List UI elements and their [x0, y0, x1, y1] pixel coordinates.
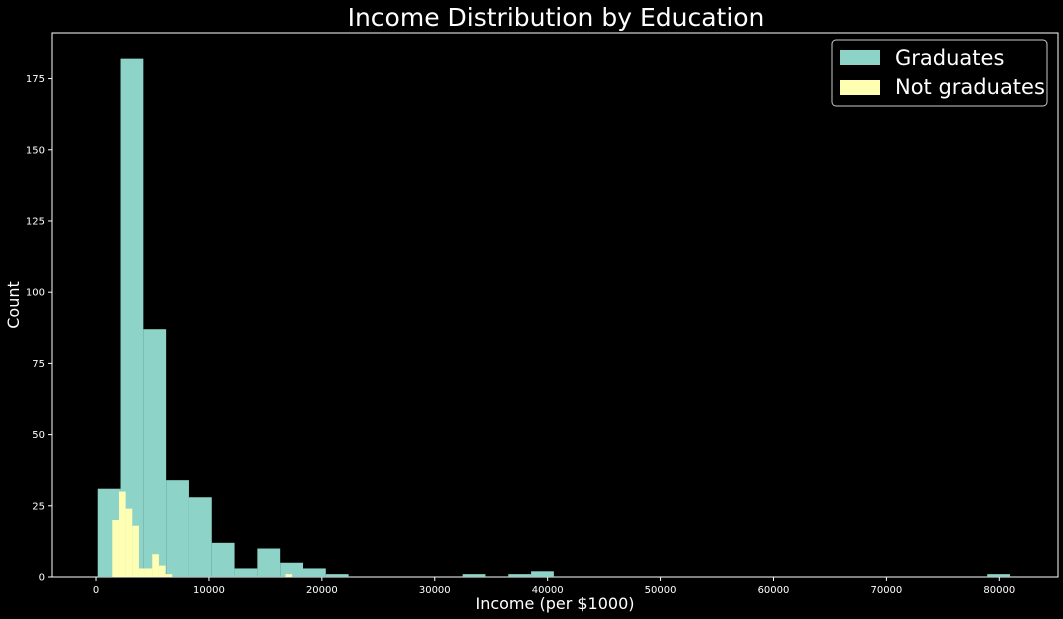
bar-graduates-6 [234, 568, 258, 577]
y-axis: 0 25 50 75 100 125 150 175 [26, 74, 52, 584]
x-tick-label-7: 70000 [870, 585, 902, 596]
x-tick-label-4: 40000 [532, 585, 564, 596]
bar-graduates-4 [188, 497, 212, 577]
x-tick-label-8: 80000 [983, 585, 1015, 596]
chart-title: Income Distribution by Education [348, 3, 765, 32]
bar-not-graduates-10 [285, 574, 293, 577]
y-tick-label-6: 150 [26, 145, 45, 156]
bars-layer [97, 58, 1011, 578]
legend-box [831, 39, 1048, 107]
bar-not-graduates-5 [145, 568, 153, 577]
bar-graduates-5 [211, 542, 235, 577]
bar-graduates-14 [508, 574, 532, 577]
y-tick-label-5: 125 [26, 216, 45, 227]
bar-not-graduates-3 [132, 525, 139, 577]
bar-graduates-9 [302, 568, 326, 577]
x-tick-label-3: 30000 [419, 585, 451, 596]
bar-graduates-12 [462, 574, 486, 577]
bar-graduates-8 [280, 562, 303, 577]
legend-label-graduates: Graduates [895, 46, 1004, 70]
y-tick-label-4: 100 [26, 288, 45, 299]
legend-label-not-graduates: Not graduates [895, 75, 1045, 99]
bar-not-graduates-2 [125, 508, 133, 577]
y-axis-label: Count [4, 281, 23, 329]
bar-graduates-2 [143, 329, 167, 577]
bar-graduates-1 [120, 58, 144, 578]
bar-graduates-3 [166, 480, 189, 577]
legend: Graduates Not graduates [831, 39, 1048, 107]
bar-not-graduates-0 [112, 520, 119, 577]
y-tick-label-0: 0 [39, 573, 45, 584]
x-tick-label-1: 10000 [193, 585, 225, 596]
y-tick-label-7: 175 [26, 74, 45, 85]
plot-frame [51, 32, 1059, 578]
bar-graduates-15 [531, 571, 554, 577]
legend-swatch-not-graduates [840, 80, 880, 95]
bar-graduates-10 [325, 574, 349, 577]
y-tick-label-1: 25 [32, 501, 45, 512]
bar-not-graduates-1 [118, 491, 126, 577]
bar-not-graduates-6 [152, 554, 159, 577]
y-tick-label-2: 50 [32, 430, 45, 441]
x-axis-label: Income (per $1000) [475, 594, 634, 613]
y-tick-label-3: 75 [32, 359, 45, 370]
x-axis: 0 10000 20000 30000 40000 50000 60000 70000 8000… [93, 577, 1015, 596]
x-tick-label-2: 20000 [306, 585, 338, 596]
x-tick-label-6: 60000 [758, 585, 790, 596]
bar-graduates-16 [987, 574, 1011, 577]
legend-swatch-graduates [840, 50, 880, 65]
bar-not-graduates-7 [158, 565, 166, 577]
bar-graduates-7 [257, 548, 281, 577]
x-tick-label-5: 50000 [645, 585, 677, 596]
x-tick-label-0: 0 [93, 585, 99, 596]
bar-not-graduates-8 [165, 574, 173, 577]
bar-not-graduates-4 [138, 568, 146, 577]
